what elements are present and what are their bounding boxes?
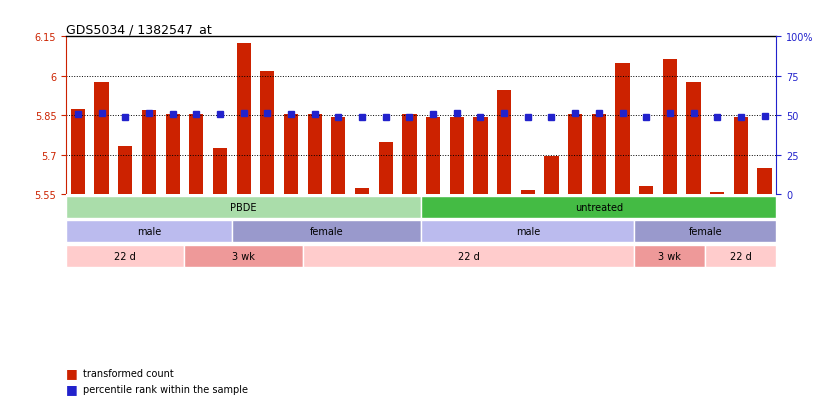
Text: female: female <box>310 227 344 237</box>
Bar <box>757 169 771 195</box>
FancyBboxPatch shape <box>232 221 421 243</box>
Bar <box>331 117 345 195</box>
Bar <box>213 149 227 195</box>
Bar <box>71 109 85 195</box>
Text: 3 wk: 3 wk <box>232 251 255 261</box>
Bar <box>378 142 393 195</box>
FancyBboxPatch shape <box>634 245 705 267</box>
Text: transformed count: transformed count <box>83 368 173 378</box>
FancyBboxPatch shape <box>421 221 634 243</box>
Bar <box>426 117 440 195</box>
Text: 22 d: 22 d <box>458 251 479 261</box>
Text: ■: ■ <box>66 366 78 379</box>
Bar <box>591 115 606 195</box>
Text: PBDE: PBDE <box>230 202 257 212</box>
Bar <box>449 117 464 195</box>
Bar <box>165 115 180 195</box>
Bar <box>473 117 487 195</box>
Text: male: male <box>515 227 540 237</box>
FancyBboxPatch shape <box>421 196 776 218</box>
Bar <box>142 111 156 195</box>
Bar <box>94 83 109 195</box>
Text: 3 wk: 3 wk <box>658 251 681 261</box>
FancyBboxPatch shape <box>66 221 232 243</box>
Bar <box>402 115 416 195</box>
FancyBboxPatch shape <box>184 245 303 267</box>
Text: percentile rank within the sample: percentile rank within the sample <box>83 385 248 394</box>
Bar <box>520 191 535 195</box>
Bar <box>355 188 369 195</box>
Bar <box>733 117 748 195</box>
Bar <box>544 157 558 195</box>
Bar <box>662 59 677 195</box>
Bar <box>615 64 629 195</box>
Bar <box>307 115 322 195</box>
Bar <box>284 115 298 195</box>
Text: male: male <box>137 227 161 237</box>
Bar <box>260 71 274 195</box>
Bar <box>236 44 251 195</box>
Bar <box>686 83 700 195</box>
Text: female: female <box>689 227 722 237</box>
Bar <box>497 91 511 195</box>
Bar <box>189 115 203 195</box>
FancyBboxPatch shape <box>66 245 184 267</box>
Text: untreated: untreated <box>575 202 623 212</box>
Bar <box>639 187 653 195</box>
Bar <box>568 115 582 195</box>
Bar <box>710 192 724 195</box>
FancyBboxPatch shape <box>303 245 634 267</box>
FancyBboxPatch shape <box>705 245 776 267</box>
Text: 22 d: 22 d <box>115 251 136 261</box>
Bar <box>118 146 132 195</box>
Text: ■: ■ <box>66 382 78 395</box>
Text: GDS5034 / 1382547_at: GDS5034 / 1382547_at <box>66 23 211 36</box>
Text: 22 d: 22 d <box>730 251 752 261</box>
FancyBboxPatch shape <box>66 196 421 218</box>
FancyBboxPatch shape <box>634 221 776 243</box>
